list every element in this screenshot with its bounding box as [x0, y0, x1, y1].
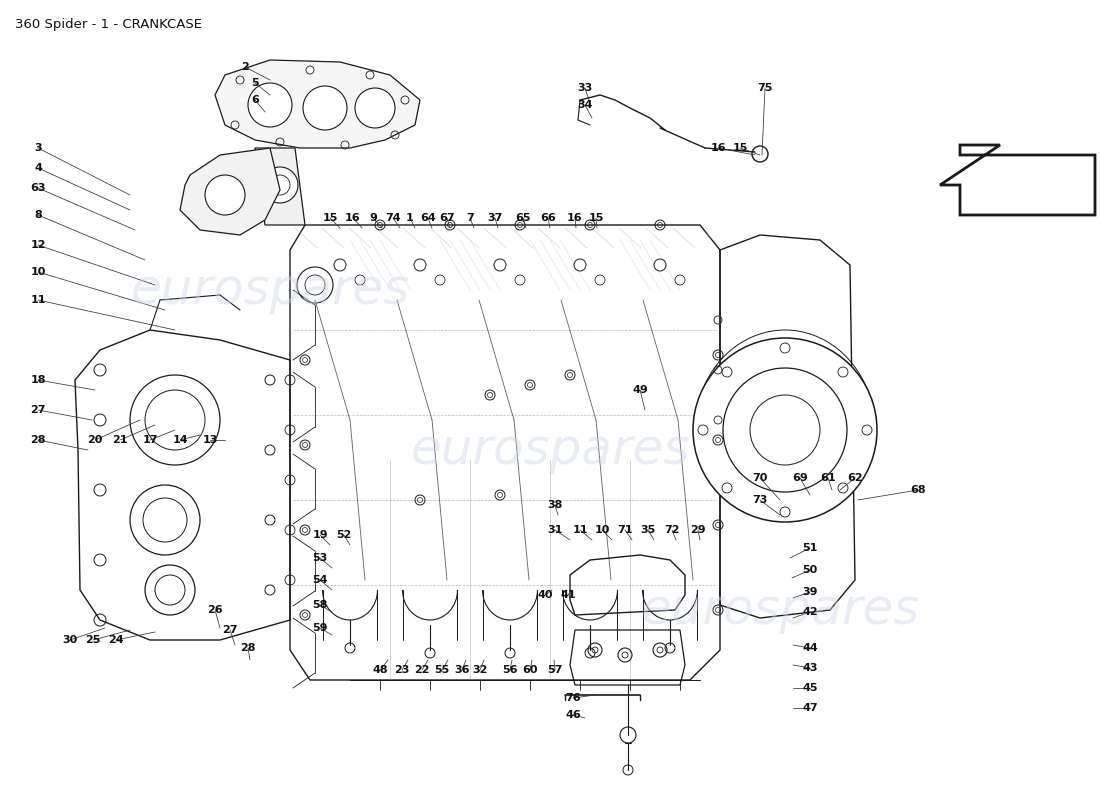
Text: 28: 28	[240, 643, 255, 653]
Text: 15: 15	[322, 213, 338, 223]
Text: 16: 16	[711, 143, 726, 153]
Text: 21: 21	[112, 435, 128, 445]
Text: 65: 65	[515, 213, 530, 223]
Circle shape	[302, 86, 346, 130]
Text: 360 Spider - 1 - CRANKCASE: 360 Spider - 1 - CRANKCASE	[15, 18, 202, 31]
Text: 7: 7	[466, 213, 474, 223]
Polygon shape	[180, 148, 280, 235]
Text: 12: 12	[31, 240, 46, 250]
Text: 62: 62	[847, 473, 862, 483]
Text: 36: 36	[454, 665, 470, 675]
Text: 5: 5	[251, 78, 258, 88]
Text: 50: 50	[802, 565, 817, 575]
Text: 51: 51	[802, 543, 817, 553]
Text: 59: 59	[312, 623, 328, 633]
Text: 33: 33	[578, 83, 593, 93]
Text: 68: 68	[910, 485, 926, 495]
Text: eurospares: eurospares	[131, 266, 409, 314]
Text: 66: 66	[540, 213, 556, 223]
Text: eurospares: eurospares	[410, 426, 690, 474]
Text: 28: 28	[31, 435, 46, 445]
Text: 9: 9	[370, 213, 377, 223]
Text: 2: 2	[241, 62, 249, 72]
Text: 40: 40	[537, 590, 552, 600]
Text: 15: 15	[733, 143, 748, 153]
Text: 58: 58	[312, 600, 328, 610]
Text: 73: 73	[752, 495, 768, 505]
Text: 20: 20	[87, 435, 102, 445]
Text: 3: 3	[34, 143, 42, 153]
Text: 13: 13	[202, 435, 218, 445]
Text: 18: 18	[31, 375, 46, 385]
Text: 55: 55	[434, 665, 450, 675]
Text: 8: 8	[34, 210, 42, 220]
Text: 27: 27	[222, 625, 238, 635]
Text: 30: 30	[63, 635, 78, 645]
Text: 41: 41	[560, 590, 575, 600]
Text: 10: 10	[594, 525, 609, 535]
Text: 17: 17	[142, 435, 157, 445]
Text: 63: 63	[31, 183, 46, 193]
Text: 37: 37	[487, 213, 503, 223]
Text: 25: 25	[86, 635, 101, 645]
Text: 76: 76	[565, 693, 581, 703]
Text: 67: 67	[439, 213, 454, 223]
Text: 39: 39	[802, 587, 817, 597]
Text: 49: 49	[632, 385, 648, 395]
Text: 35: 35	[640, 525, 656, 535]
Text: 43: 43	[802, 663, 817, 673]
Text: 19: 19	[312, 530, 328, 540]
Text: 69: 69	[792, 473, 807, 483]
Text: 24: 24	[108, 635, 124, 645]
Text: 52: 52	[337, 530, 352, 540]
Polygon shape	[214, 60, 420, 148]
Text: 23: 23	[394, 665, 409, 675]
Text: 4: 4	[34, 163, 42, 173]
Text: 57: 57	[548, 665, 563, 675]
Text: 22: 22	[415, 665, 430, 675]
Text: 34: 34	[578, 100, 593, 110]
Polygon shape	[255, 148, 305, 225]
Text: 1: 1	[406, 213, 414, 223]
Text: 71: 71	[617, 525, 632, 535]
Text: 26: 26	[207, 605, 223, 615]
Text: 15: 15	[588, 213, 604, 223]
Text: 38: 38	[548, 500, 563, 510]
Text: 74: 74	[385, 213, 400, 223]
Text: 54: 54	[312, 575, 328, 585]
Text: 16: 16	[345, 213, 361, 223]
Circle shape	[262, 167, 298, 203]
Text: 31: 31	[548, 525, 563, 535]
Polygon shape	[940, 145, 1094, 215]
Text: 16: 16	[568, 213, 583, 223]
Text: eurospares: eurospares	[640, 586, 920, 634]
Circle shape	[205, 175, 245, 215]
Text: 27: 27	[31, 405, 46, 415]
Text: 44: 44	[802, 643, 818, 653]
Text: 11: 11	[31, 295, 46, 305]
Text: 72: 72	[664, 525, 680, 535]
Circle shape	[693, 338, 877, 522]
Text: 53: 53	[312, 553, 328, 563]
Text: 46: 46	[565, 710, 581, 720]
Text: 56: 56	[503, 665, 518, 675]
Text: 48: 48	[372, 665, 388, 675]
Text: 29: 29	[690, 525, 706, 535]
Text: 64: 64	[420, 213, 436, 223]
Circle shape	[248, 83, 292, 127]
Text: 60: 60	[522, 665, 538, 675]
Text: 11: 11	[572, 525, 587, 535]
Text: 47: 47	[802, 703, 817, 713]
Text: 61: 61	[821, 473, 836, 483]
Text: 6: 6	[251, 95, 258, 105]
Text: 10: 10	[31, 267, 46, 277]
Circle shape	[355, 88, 395, 128]
Text: 70: 70	[752, 473, 768, 483]
Text: 42: 42	[802, 607, 817, 617]
Text: 14: 14	[173, 435, 188, 445]
Text: 32: 32	[472, 665, 487, 675]
Text: 75: 75	[757, 83, 772, 93]
Text: 45: 45	[802, 683, 817, 693]
